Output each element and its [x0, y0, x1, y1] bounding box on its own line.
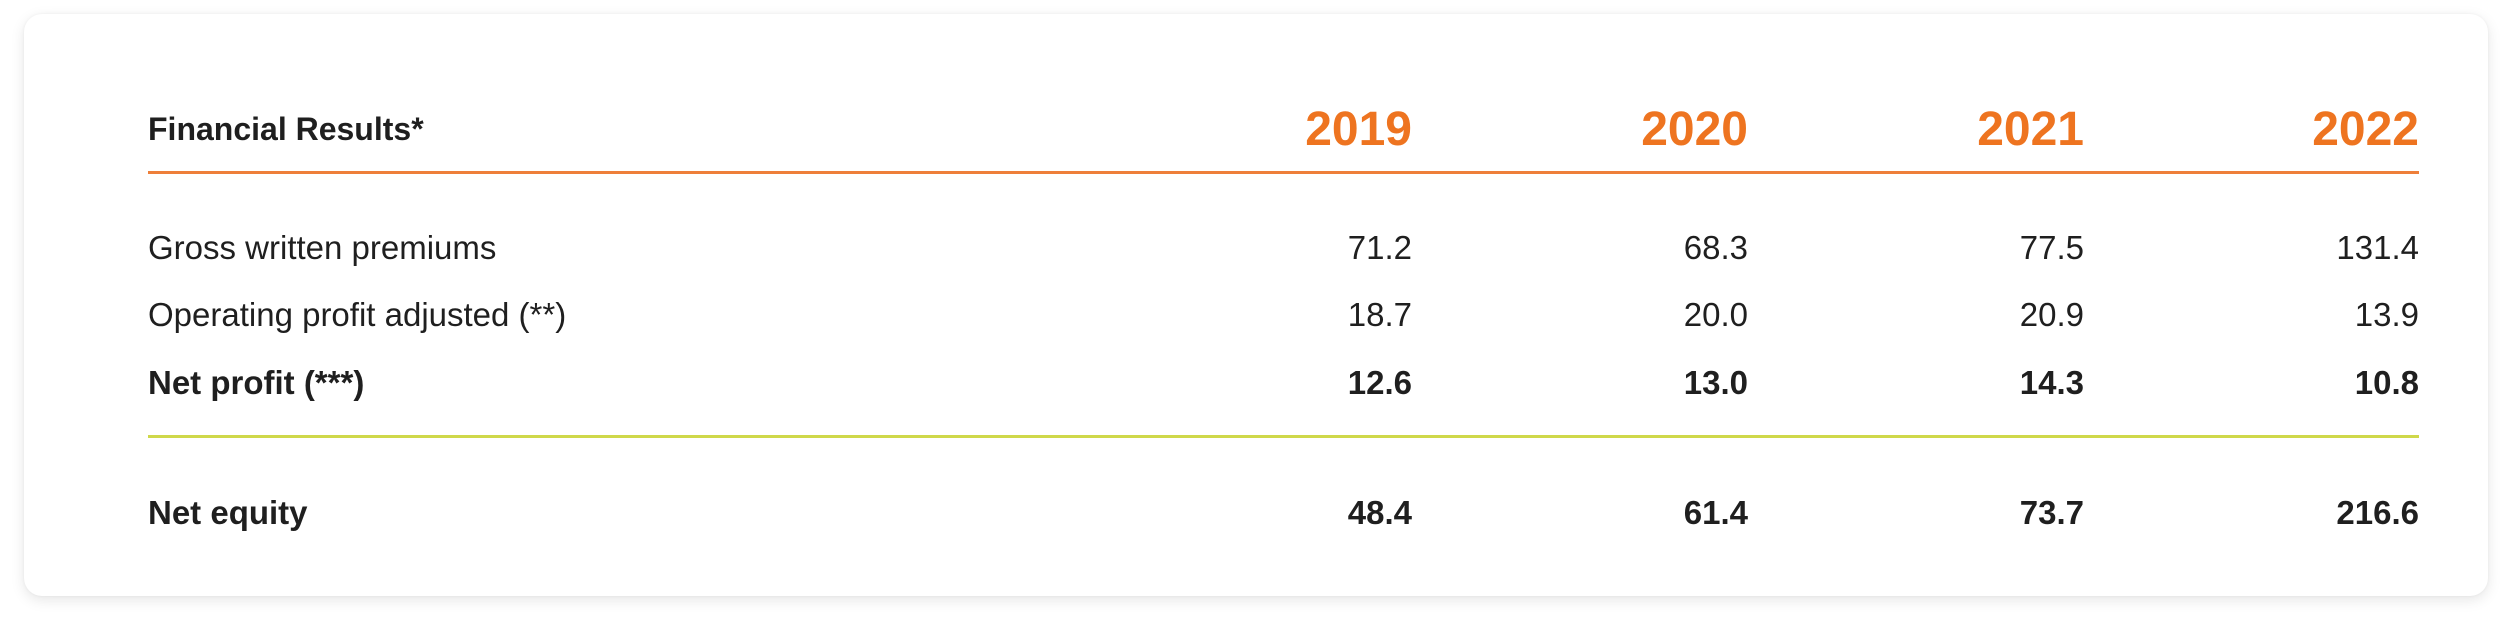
row-value: 77.5 — [2019, 229, 2084, 266]
table-row-operating-profit-adjusted: Operating profit adjusted (**) 18.7 20.0… — [148, 290, 2419, 340]
row-value: 13.0 — [1683, 364, 1748, 401]
row-value: 10.8 — [2354, 364, 2419, 401]
header-divider — [148, 171, 2419, 174]
row-value: 68.3 — [1683, 229, 1748, 266]
table-row-gross-written-premiums: Gross written premiums 71.2 68.3 77.5 13… — [148, 223, 2419, 273]
table-row-net-equity: Net equity 48.4 61.4 73.7 216.6 — [148, 488, 2419, 538]
row-value: 20.0 — [1683, 296, 1748, 333]
row-value: 18.7 — [1347, 296, 1412, 333]
table-header-row: Financial Results* 2019 2020 2021 2022 — [148, 102, 2419, 156]
row-label: Net profit (***) — [148, 364, 365, 401]
table-title: Financial Results* — [148, 110, 424, 147]
table-row-net-profit: Net profit (***) 12.6 13.0 14.3 10.8 — [148, 358, 2419, 408]
year-header-2020: 2020 — [1641, 102, 1748, 156]
row-value: 13.9 — [2354, 296, 2419, 333]
row-value: 12.6 — [1347, 364, 1412, 401]
row-value: 14.3 — [2019, 364, 2084, 401]
summary-value: 73.7 — [2019, 494, 2084, 531]
year-header-2019: 2019 — [1305, 102, 1412, 156]
summary-divider — [148, 435, 2419, 438]
row-value: 131.4 — [2336, 229, 2419, 266]
summary-label: Net equity — [148, 494, 308, 531]
row-label: Gross written premiums — [148, 229, 497, 266]
financial-results-card: Financial Results* 2019 2020 2021 2022 G… — [24, 14, 2488, 596]
row-label: Operating profit adjusted (**) — [148, 296, 567, 333]
year-header-2022: 2022 — [2312, 102, 2419, 156]
summary-value: 61.4 — [1683, 494, 1748, 531]
row-value: 71.2 — [1347, 229, 1412, 266]
summary-value: 48.4 — [1347, 494, 1412, 531]
row-value: 20.9 — [2019, 296, 2084, 333]
summary-value: 216.6 — [2336, 494, 2419, 531]
year-header-2021: 2021 — [1977, 102, 2084, 156]
